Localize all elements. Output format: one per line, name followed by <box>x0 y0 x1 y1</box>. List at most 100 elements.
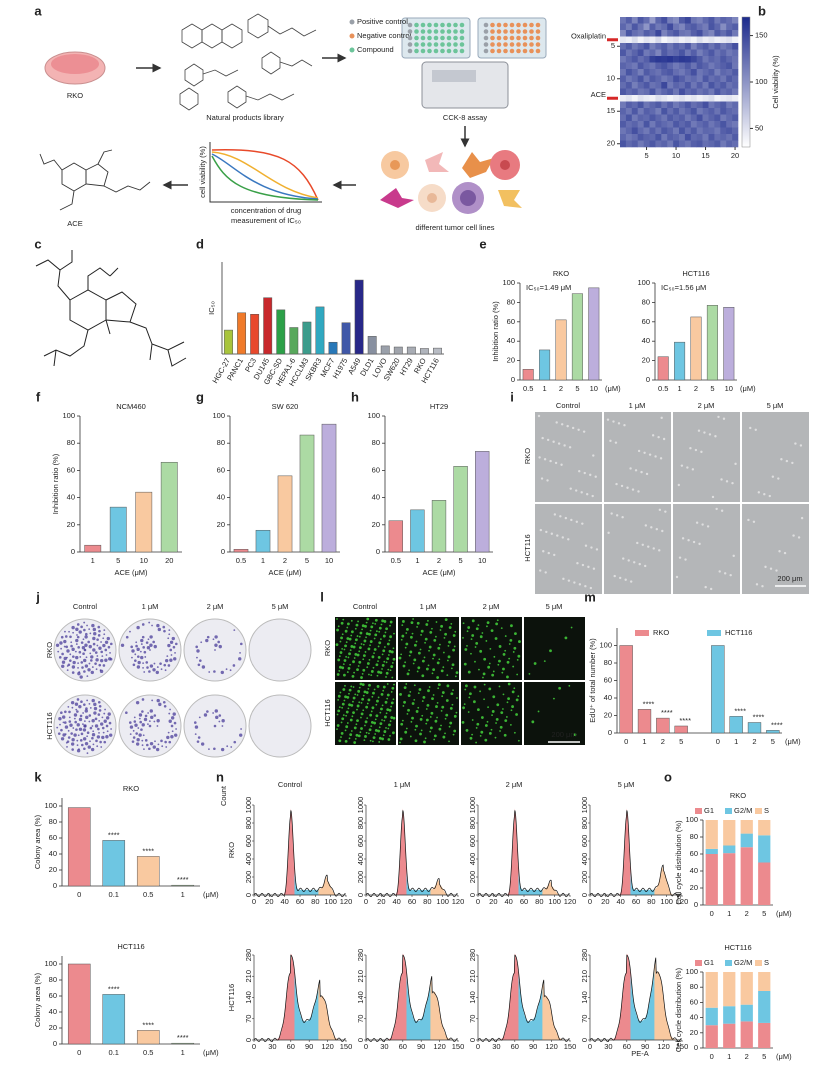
y-tick-label: 100 <box>367 411 380 420</box>
colony <box>149 643 153 647</box>
x-tick-label: 10 <box>140 556 148 565</box>
edu-cell <box>410 621 414 625</box>
y-tick-label: 40 <box>67 493 75 502</box>
colony <box>93 702 97 707</box>
legend-swatch <box>755 808 762 814</box>
heatmap-cell <box>649 30 656 37</box>
edu-cell <box>446 684 450 688</box>
heatmap-cell <box>655 121 662 128</box>
edu-cell <box>337 658 341 662</box>
cell-speck <box>664 510 667 513</box>
well <box>522 35 528 41</box>
heatmap-cell <box>637 62 644 70</box>
heatmap-cell <box>679 23 686 31</box>
heatmap-cell <box>649 88 656 96</box>
bar <box>674 341 686 381</box>
panel-letter: i <box>510 389 514 404</box>
colony <box>77 662 80 665</box>
cell-speck <box>546 479 549 482</box>
colony <box>110 728 112 730</box>
well <box>440 22 445 28</box>
heatmap-cell <box>702 140 709 148</box>
y-tick-label: 1000 <box>468 797 477 814</box>
y-tick-label: 600 <box>356 835 365 848</box>
colony <box>139 720 142 724</box>
edu-cell <box>421 700 424 702</box>
x-tick-label: 60 <box>623 1042 631 1051</box>
edu-cell <box>415 724 418 728</box>
colorbar-tick-label: 100 <box>755 77 768 86</box>
edu-cell <box>338 669 341 672</box>
heatmap-cell <box>684 88 692 96</box>
colony <box>172 712 176 716</box>
colony <box>239 642 243 646</box>
heatmap-cell <box>649 101 656 109</box>
colony <box>233 740 237 744</box>
colony <box>64 630 66 633</box>
edu-cell <box>509 723 512 726</box>
heatmap-cell <box>655 56 662 63</box>
colony <box>86 752 89 755</box>
bar <box>588 287 600 381</box>
x-tick-label: 5 <box>679 737 683 746</box>
legend-dot <box>349 33 355 39</box>
cell-speck <box>755 583 759 586</box>
heatmap-cell <box>637 23 644 31</box>
cell-speck <box>538 456 541 459</box>
edu-cell <box>386 657 390 661</box>
colony <box>201 665 206 669</box>
heatmap-cell <box>708 108 715 115</box>
heatmap-cell <box>732 49 739 57</box>
heatmap-cell <box>643 88 650 96</box>
edu-cell <box>436 702 439 704</box>
colony <box>70 641 73 644</box>
well <box>427 35 432 41</box>
cell-speck <box>648 453 652 456</box>
x-axis-label: PE-A <box>631 1049 649 1058</box>
edu-cell <box>470 652 472 655</box>
cell-speck <box>691 468 695 471</box>
colony <box>71 665 76 669</box>
cell-speck <box>729 573 732 577</box>
heatmap-cell <box>708 43 715 50</box>
heatmap-cell <box>620 30 627 37</box>
row-label: RKO <box>523 448 532 464</box>
histogram-fill <box>254 808 297 895</box>
edu-cell <box>444 618 448 622</box>
edu-cell <box>411 632 414 635</box>
heatmap-cell <box>620 114 627 122</box>
colony <box>220 747 225 752</box>
row-label: RKO <box>45 642 54 658</box>
bar <box>555 319 567 381</box>
well <box>503 35 508 41</box>
heatmap-cell <box>631 88 638 96</box>
heatmap-cell <box>655 134 662 141</box>
x-tick-label: 120 <box>564 897 577 906</box>
y-tick-label: 15 <box>607 106 615 115</box>
heatmap-cell <box>661 101 668 109</box>
edu-cell <box>346 626 349 629</box>
edu-cell <box>428 645 432 649</box>
heatmap-cell <box>679 82 686 89</box>
edu-cell <box>352 660 355 664</box>
histogram-fill <box>294 867 321 895</box>
edu-cell <box>476 708 480 712</box>
heatmap-cell <box>643 127 650 135</box>
colony <box>148 720 151 723</box>
well <box>483 35 489 41</box>
colony <box>86 735 89 738</box>
edu-cell <box>509 638 513 642</box>
colony <box>94 651 98 654</box>
well <box>446 35 452 41</box>
edu-cell <box>369 640 373 643</box>
edu-cell <box>405 727 408 730</box>
y-tick-label: 40 <box>217 493 225 502</box>
heatmap-cell <box>702 114 709 122</box>
heatmap-cell <box>714 30 721 37</box>
edu-cell <box>413 684 416 687</box>
edu-cell <box>385 712 388 715</box>
colony <box>72 727 75 729</box>
colony <box>68 630 70 633</box>
well <box>516 22 521 28</box>
